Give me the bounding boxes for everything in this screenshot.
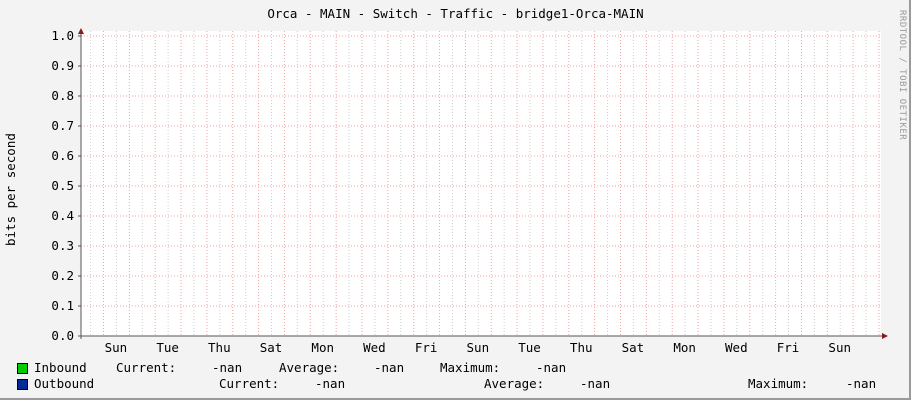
outbound-swatch xyxy=(17,379,28,390)
outbound-maximum-value: -nan xyxy=(846,376,877,391)
plot-background xyxy=(81,31,881,336)
inbound-maximum-value: -nan xyxy=(536,360,567,375)
inbound-current-value: -nan xyxy=(212,360,243,375)
y-tick-label: 0.1 xyxy=(51,298,74,313)
x-tick-label: Sun xyxy=(105,340,128,355)
y-tick-label: 0.5 xyxy=(51,178,74,193)
x-tick-label: Tue xyxy=(518,340,541,355)
y-tick-label: 0.8 xyxy=(51,88,74,103)
outbound-current-label: Current: xyxy=(219,376,280,391)
y-tick-label: 0.3 xyxy=(51,238,74,253)
inbound-average-value: -nan xyxy=(374,360,405,375)
inbound-swatch xyxy=(17,363,28,374)
x-tick-label: Mon xyxy=(311,340,334,355)
x-tick-label: Sun xyxy=(828,340,851,355)
rrdtool-watermark: RRDTOOL / TOBI OETIKER xyxy=(897,10,907,141)
x-tick-label: Thu xyxy=(570,340,593,355)
y-tick-label: 0.9 xyxy=(51,58,74,73)
y-tick-label: 0.2 xyxy=(51,268,74,283)
outbound-maximum-label: Maximum: xyxy=(748,376,809,391)
inbound-average-label: Average: xyxy=(279,360,340,375)
legend-outbound-name: Outbound xyxy=(34,376,95,391)
outbound-average-value: -nan xyxy=(580,376,611,391)
inbound-current-label: Current: xyxy=(116,360,177,375)
inbound-maximum-label: Maximum: xyxy=(440,360,501,375)
y-tick-label: 0.0 xyxy=(51,328,74,343)
x-tick-label: Wed xyxy=(363,340,386,355)
x-tick-label: Wed xyxy=(725,340,748,355)
y-tick-label: 0.7 xyxy=(51,118,74,133)
y-tick-label: 1.0 xyxy=(51,28,74,43)
x-axis-arrow xyxy=(882,333,888,339)
x-tick-label: Mon xyxy=(673,340,696,355)
legend-inbound-name: Inbound xyxy=(34,360,87,375)
outbound-current-value: -nan xyxy=(315,376,346,391)
y-tick-label: 0.4 xyxy=(51,208,74,223)
y-tick-label: 0.6 xyxy=(51,148,74,163)
x-tick-label: Sat xyxy=(622,340,645,355)
x-tick-label: Thu xyxy=(208,340,231,355)
x-tick-label: Sun xyxy=(467,340,490,355)
x-tick-label: Sat xyxy=(260,340,283,355)
x-tick-label: Tue xyxy=(156,340,179,355)
chart-title: Orca - MAIN - Switch - Traffic - bridge1… xyxy=(267,6,644,21)
y-axis-arrow xyxy=(78,28,84,34)
outbound-average-label: Average: xyxy=(484,376,545,391)
x-tick-label: Fri xyxy=(777,340,800,355)
x-tick-label: Fri xyxy=(415,340,438,355)
